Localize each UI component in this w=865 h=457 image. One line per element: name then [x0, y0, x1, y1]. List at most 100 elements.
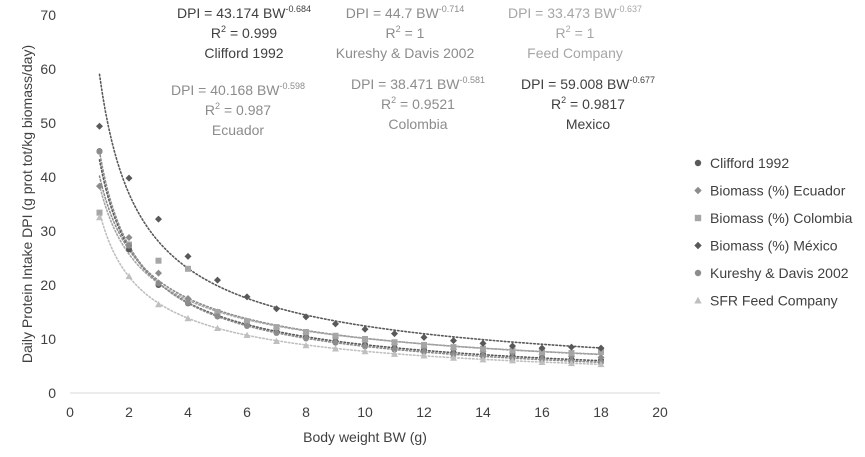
r-squared-superscript: 2 — [391, 95, 396, 105]
legend-label: Biomass (%) Colombia — [710, 210, 853, 226]
data-point — [96, 148, 103, 155]
data-point — [273, 324, 280, 331]
trendline — [98, 175, 602, 356]
equation-source: Colombia — [388, 116, 447, 132]
legend-label: Kureshy & Davis 2002 — [710, 265, 849, 281]
r-squared-line: R2 = 1 — [556, 24, 595, 41]
data-point — [214, 313, 221, 320]
equation-exponent: -0.598 — [280, 81, 306, 91]
equation-line: DPI = 38.471 BW-0.581 — [351, 75, 485, 92]
legend-marker — [694, 241, 702, 250]
data-point — [184, 252, 192, 260]
y-tick-label: 70 — [40, 7, 56, 23]
eq-mexico: DPI = 59.008 BW-0.677 R2 = 0.9817 Mexico — [521, 75, 655, 132]
equation-exponent: -0.677 — [630, 75, 656, 85]
equation-text: DPI = 43.174 BW — [177, 5, 286, 21]
legend-item: SFR Feed Company — [694, 293, 838, 309]
data-point — [597, 344, 605, 352]
data-point — [598, 348, 604, 355]
r-squared-line: R2 = 0.9817 — [551, 95, 625, 112]
equation-text: DPI = 40.168 BW — [171, 82, 280, 98]
r-squared-symbol: R — [381, 96, 391, 112]
eq-clifford: DPI = 43.174 BW-0.684 R2 = 0.999 Clifford … — [177, 4, 311, 61]
data-point — [96, 209, 103, 216]
trendline — [98, 150, 602, 364]
data-point — [126, 242, 132, 249]
equation-line: DPI = 44.7 BW-0.714 — [346, 4, 465, 21]
data-point — [597, 353, 605, 361]
data-point — [243, 293, 251, 301]
equation-exponent: -0.637 — [617, 4, 643, 14]
y-tick-label: 30 — [40, 223, 56, 239]
r-squared-line: R2 = 0.999 — [211, 24, 277, 41]
r-squared-value: = 0.9817 — [566, 96, 625, 112]
data-point — [509, 357, 516, 364]
equation-source: Ecuador — [212, 122, 264, 138]
points-layer — [96, 122, 605, 368]
eq-kureshy: DPI = 44.7 BW-0.714 R2 = 1 Kureshy & Davis… — [336, 4, 475, 61]
legend-item: Biomass (%) Colombia — [694, 210, 853, 226]
equation-text: DPI = 59.008 BW — [521, 76, 630, 92]
data-point — [420, 333, 428, 341]
x-tick-label: 20 — [652, 404, 668, 420]
data-point — [450, 337, 457, 345]
data-point — [332, 345, 339, 352]
data-point — [391, 346, 398, 353]
legend-label: Biomass (%) México — [710, 238, 838, 254]
legend-marker — [694, 214, 702, 222]
y-tick-label: 50 — [40, 115, 56, 131]
data-point — [155, 280, 162, 287]
data-point — [332, 339, 339, 346]
data-point — [539, 348, 545, 355]
r-squared-symbol: R — [386, 25, 396, 41]
r-squared-symbol: R — [211, 25, 221, 41]
data-point — [125, 272, 133, 280]
data-point — [303, 328, 309, 335]
data-point — [421, 341, 427, 348]
equation-text: DPI = 44.7 BW — [346, 5, 440, 21]
x-tick-label: 16 — [534, 404, 550, 420]
data-point — [273, 330, 280, 337]
data-point — [391, 350, 398, 357]
r-squared-symbol: R — [205, 102, 215, 118]
data-point — [185, 265, 191, 272]
r-squared-value: = 0.9521 — [396, 96, 455, 112]
equation-line: DPI = 40.168 BW-0.598 — [171, 81, 305, 98]
y-tick-label: 10 — [40, 331, 56, 347]
data-point — [332, 332, 339, 339]
data-point — [450, 344, 457, 351]
r-squared-line: R2 = 0.987 — [205, 101, 271, 118]
y-tick-label: 0 — [48, 385, 56, 401]
data-point — [538, 344, 546, 352]
y-axis-title: Daily Protein Intake DPI (g prot tot/kg … — [19, 45, 35, 363]
data-point — [273, 337, 280, 344]
x-tick-label: 10 — [357, 404, 373, 420]
x-tick-label: 8 — [302, 404, 310, 420]
data-point — [302, 341, 310, 349]
x-tick-label: 14 — [475, 404, 491, 420]
equation-exponent: -0.684 — [286, 4, 312, 14]
x-tick-label: 2 — [125, 404, 133, 420]
data-point — [273, 305, 280, 313]
data-point — [244, 323, 250, 330]
x-axis-title: Body weight BW (g) — [303, 429, 427, 445]
x-tick-label: 18 — [593, 404, 609, 420]
data-point — [509, 347, 516, 354]
data-point — [597, 360, 605, 368]
r-squared-symbol: R — [556, 25, 566, 41]
data-point — [303, 335, 309, 342]
data-point — [332, 320, 339, 328]
data-point — [155, 257, 162, 264]
x-tick-label: 6 — [243, 404, 251, 420]
legend-label: SFR Feed Company — [710, 293, 838, 309]
data-point — [214, 324, 221, 331]
equation-exponent: -0.581 — [460, 75, 486, 85]
trendline — [98, 159, 602, 362]
r-squared-superscript: 2 — [221, 24, 226, 34]
data-point — [361, 347, 369, 355]
legend: Clifford 1992 Biomass (%) Ecuador Biomass … — [694, 155, 853, 309]
data-point — [125, 233, 133, 241]
axes-layer: 0 2 4 6 8 10 12 14 16 18 20 0 10 20 30 40 50 60 70 — [40, 7, 668, 420]
